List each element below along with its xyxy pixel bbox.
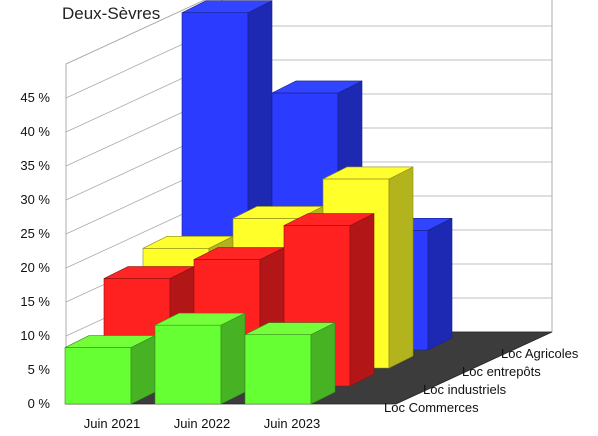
bar-loc-commerces-0 xyxy=(64,335,156,405)
x-category-label: Juin 2022 xyxy=(174,416,230,431)
y-tick-label: 45 % xyxy=(20,90,50,105)
y-tick-label: 30 % xyxy=(20,192,50,207)
series-label: Loc industriels xyxy=(423,382,507,397)
series-label: Loc entrepôts xyxy=(462,364,541,379)
series-label: Loc Agricoles xyxy=(501,346,579,361)
gridline-side xyxy=(65,0,206,65)
y-tick-label: 10 % xyxy=(20,328,50,343)
y-tick-label: 25 % xyxy=(20,226,50,241)
bar-loc-commerces-2 xyxy=(244,322,336,405)
y-tick-label: 40 % xyxy=(20,124,50,139)
y-tick-label: 5 % xyxy=(28,362,51,377)
x-category-label: Juin 2023 xyxy=(264,416,320,431)
bar-loc-commerces-1 xyxy=(154,312,246,405)
y-tick-label: 15 % xyxy=(20,294,50,309)
series-label: Loc Commerces xyxy=(384,400,479,415)
y-tick-label: 20 % xyxy=(20,260,50,275)
x-category-label: Juin 2021 xyxy=(84,416,140,431)
y-tick-label: 35 % xyxy=(20,158,50,173)
y-tick-label: 0 % xyxy=(28,396,51,411)
chart-title: Deux-Sèvres xyxy=(62,4,161,23)
